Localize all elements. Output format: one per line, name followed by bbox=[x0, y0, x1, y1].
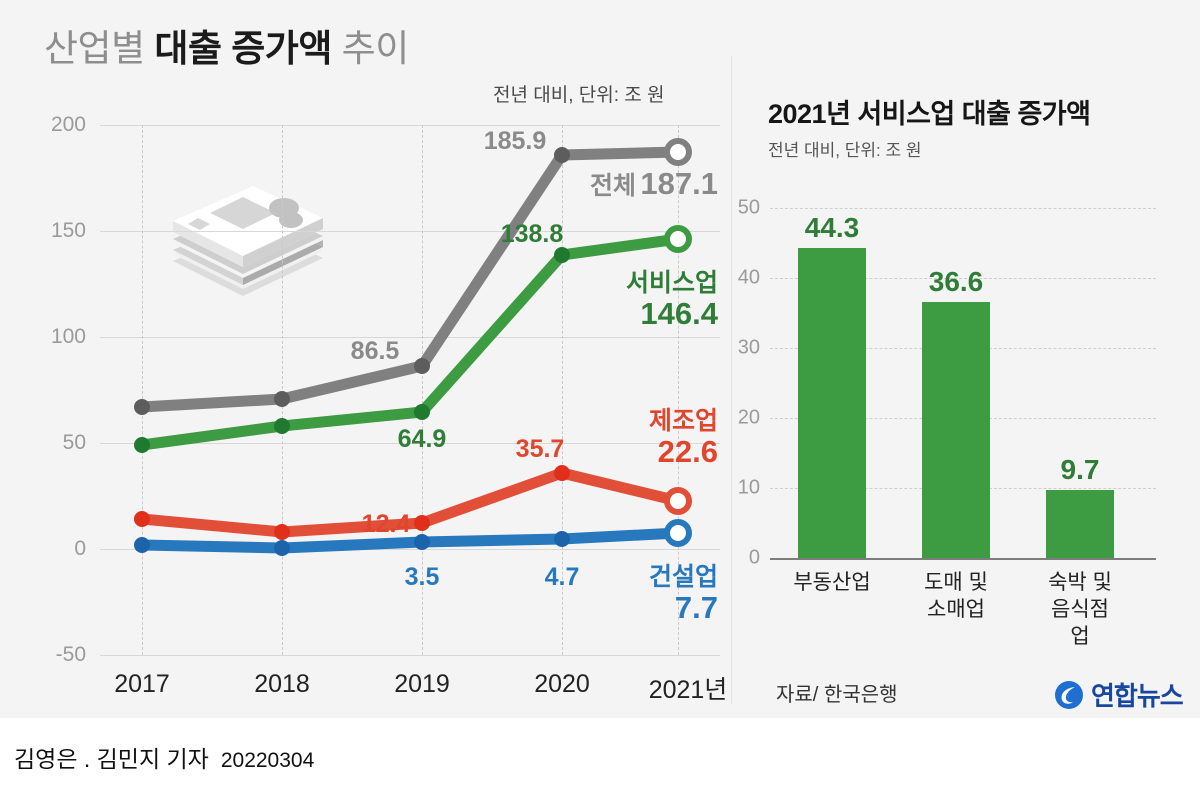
yonhap-logo-icon bbox=[1055, 680, 1083, 709]
line-plot-area: 200 150 100 50 0 -50 bbox=[51, 113, 727, 704]
y-axis-tick: 150 bbox=[50, 219, 86, 242]
line-chart-subtitle: 전년 대비, 단위: 조 원 bbox=[493, 85, 665, 106]
point-label-construction-2019: 3.5 bbox=[404, 563, 440, 591]
endpoint-marker-manufacturing bbox=[664, 487, 692, 515]
endpoint-marker-construction bbox=[664, 519, 692, 547]
point-label-construction-2020: 4.7 bbox=[544, 563, 580, 591]
gridline-200 bbox=[100, 125, 720, 126]
bar-category-lodging-food: 숙박 및 음식점업 bbox=[1048, 571, 1112, 648]
category-gridline bbox=[678, 125, 679, 655]
point-label-manufacturing-2020: 35.7 bbox=[515, 435, 565, 463]
byline: 김영은 . 김민지 기자 20220304 bbox=[14, 740, 314, 774]
bar-y-tick: 30 bbox=[737, 336, 760, 359]
point-label-total-2019: 86.5 bbox=[350, 337, 400, 365]
y-axis-tick: 100 bbox=[50, 325, 86, 348]
series-value-manufacturing: 22.6 bbox=[657, 434, 718, 469]
series-end-label-manufacturing: 제조업 22.6 bbox=[518, 407, 718, 470]
series-name-total: 전체 bbox=[589, 172, 636, 200]
bar-gridline-50 bbox=[770, 208, 1156, 209]
byline-reporters: 김영은 . 김민지 기자 bbox=[14, 746, 209, 772]
gridline-0 bbox=[100, 549, 720, 550]
point-label-service-2019: 64.9 bbox=[397, 425, 447, 453]
series-name-manufacturing: 제조업 bbox=[648, 407, 718, 435]
bar-y-tick: 50 bbox=[737, 196, 760, 219]
bar-chart-title: 2021년 서비스업 대출 증가액 bbox=[768, 99, 1091, 129]
series-name-construction: 건설업 bbox=[648, 563, 718, 591]
bar-y-tick: 20 bbox=[737, 406, 760, 429]
bar-axis-baseline bbox=[770, 558, 1156, 560]
y-axis-tick: -50 bbox=[55, 643, 86, 666]
bar-lodging-food[interactable] bbox=[1046, 490, 1114, 558]
bar-gridline-40 bbox=[770, 278, 1156, 279]
series-end-label-total: 전체 187.1 bbox=[502, 166, 718, 202]
category-gridline bbox=[282, 125, 283, 655]
bar-y-tick: 10 bbox=[737, 476, 760, 499]
x-axis-tick-2021: 2021년 bbox=[648, 676, 728, 704]
bar-category-real-estate: 부동산업 bbox=[793, 571, 871, 594]
bar-chart-subtitle: 전년 대비, 단위: 조 원 bbox=[768, 141, 922, 160]
money-stack-icon bbox=[173, 186, 323, 296]
bar-value-lodging-food: 9.7 bbox=[1060, 454, 1100, 485]
line-chart-panel: 산업별 대출 증가액 추이 전년 대비, 단위: 조 원 bbox=[44, 26, 727, 704]
series-end-label-service: 서비스업 146.4 bbox=[518, 269, 718, 332]
series-markers-service bbox=[134, 247, 570, 453]
page-title-prefix: 산업별 bbox=[44, 28, 155, 69]
yonhap-logo-text: 연합뉴스 bbox=[1091, 681, 1184, 711]
point-label-total-2020: 185.9 bbox=[483, 127, 547, 155]
gridline-50 bbox=[100, 443, 720, 444]
page-title-suffix: 추이 bbox=[331, 28, 410, 69]
endpoint-marker-service bbox=[664, 225, 692, 253]
series-markers-manufacturing bbox=[134, 465, 570, 540]
x-axis-tick-2018: 2018 bbox=[254, 670, 310, 698]
series-value-service: 146.4 bbox=[640, 296, 718, 331]
point-label-service-2020: 138.8 bbox=[500, 220, 564, 248]
bar-value-real-estate: 44.3 bbox=[804, 212, 860, 243]
bar-y-tick: 40 bbox=[737, 266, 760, 289]
endpoint-marker-total bbox=[664, 138, 692, 166]
footer-bar: 김영은 . 김민지 기자 20220304 bbox=[0, 718, 1200, 786]
point-label-manufacturing-2019: 12.4 bbox=[361, 510, 411, 538]
bar-y-tick: 0 bbox=[748, 546, 760, 569]
bar-plot-area: 50 40 30 20 10 0 44.3 36.6 9.7 부동산업 도매 및… bbox=[738, 197, 1156, 648]
series-name-service: 서비스업 bbox=[625, 269, 718, 297]
bar-value-wholesale-retail: 36.6 bbox=[928, 266, 984, 297]
line-series-svg bbox=[134, 138, 692, 556]
series-markers-total bbox=[134, 147, 570, 415]
x-axis-tick-2017: 2017 bbox=[114, 670, 170, 698]
category-gridline bbox=[422, 125, 423, 655]
page-title: 산업별 대출 증가액 추이 bbox=[44, 26, 409, 72]
x-axis-tick-2020: 2020 bbox=[534, 670, 590, 698]
page-title-emphasis: 대출 증가액 bbox=[154, 28, 332, 69]
y-axis-tick: 200 bbox=[50, 113, 86, 136]
yonhap-logo: 연합뉴스 bbox=[1054, 676, 1184, 713]
y-axis-tick: 0 bbox=[74, 537, 86, 560]
bar-real-estate[interactable] bbox=[798, 248, 866, 558]
panel-divider bbox=[731, 56, 732, 704]
category-gridline bbox=[562, 125, 563, 655]
x-axis-tick-2019: 2019 bbox=[394, 670, 450, 698]
source-note: 자료/ 한국은행 bbox=[776, 684, 898, 706]
byline-date: 20220304 bbox=[220, 749, 315, 772]
gridline-neg50 bbox=[100, 655, 720, 656]
category-gridline bbox=[142, 125, 143, 655]
series-value-construction: 7.7 bbox=[674, 590, 718, 625]
bar-wholesale-retail[interactable] bbox=[922, 302, 990, 558]
series-value-total: 187.1 bbox=[640, 166, 718, 201]
gridline-150 bbox=[100, 231, 720, 232]
bar-chart-panel: 2021년 서비스업 대출 증가액 전년 대비, 단위: 조 원 50 40 3… bbox=[732, 0, 1200, 718]
series-end-label-construction: 건설업 7.7 bbox=[518, 563, 718, 626]
series-markers-construction bbox=[134, 531, 570, 556]
gridline-100 bbox=[100, 337, 720, 338]
y-axis-tick: 50 bbox=[62, 431, 86, 454]
bar-category-wholesale-retail: 도매 및 소매업 bbox=[924, 571, 988, 621]
